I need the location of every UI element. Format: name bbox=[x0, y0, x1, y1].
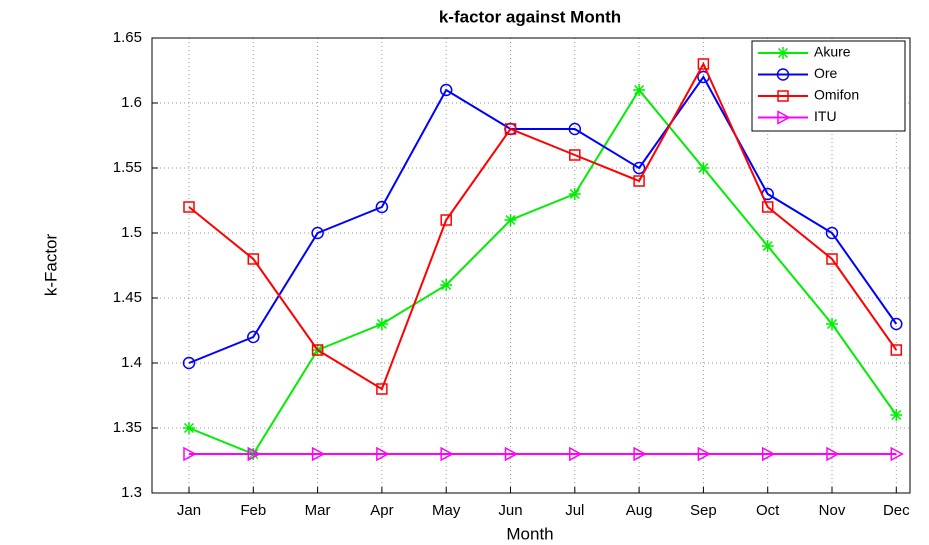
legend-marker bbox=[777, 110, 791, 125]
point bbox=[890, 446, 904, 462]
x-tick-label: Oct bbox=[756, 502, 780, 519]
legend-marker bbox=[777, 90, 789, 102]
point bbox=[182, 356, 196, 370]
legend-label: Omifon bbox=[814, 87, 859, 103]
point bbox=[247, 253, 260, 265]
y-axis-label: k-Factor bbox=[41, 233, 60, 296]
point bbox=[504, 446, 519, 462]
point bbox=[376, 446, 390, 462]
legend-marker bbox=[776, 68, 790, 81]
legend-label: ITU bbox=[814, 108, 837, 124]
point bbox=[890, 317, 903, 331]
point bbox=[439, 83, 453, 97]
point bbox=[183, 446, 197, 462]
x-tick-label: Feb bbox=[240, 502, 266, 519]
point bbox=[375, 200, 389, 214]
x-tick-label: Dec bbox=[883, 502, 910, 519]
x-tick-label: Nov bbox=[819, 502, 846, 519]
point bbox=[697, 58, 710, 70]
point bbox=[761, 446, 776, 462]
point bbox=[697, 446, 711, 462]
point bbox=[568, 188, 581, 200]
legend: Akure Ore Omifon ITU bbox=[751, 40, 906, 132]
y-tick-label: 1.6 bbox=[121, 94, 142, 111]
x-axis-label: Month bbox=[506, 524, 553, 543]
point bbox=[825, 226, 839, 240]
point bbox=[569, 446, 583, 462]
point bbox=[633, 446, 647, 462]
series-line bbox=[188, 88, 898, 456]
point bbox=[633, 175, 645, 187]
point bbox=[376, 383, 388, 395]
x-tick-label: Jun bbox=[498, 502, 522, 519]
point bbox=[826, 253, 838, 265]
point bbox=[632, 161, 646, 175]
point bbox=[375, 318, 388, 330]
point bbox=[440, 279, 453, 291]
x-tick-label: Jul bbox=[565, 502, 584, 519]
point bbox=[761, 240, 774, 252]
point bbox=[311, 226, 324, 240]
plot-frame bbox=[151, 37, 911, 494]
x-tick-label: Aug bbox=[626, 502, 653, 519]
y-tick-label: 1.5 bbox=[121, 224, 142, 241]
point bbox=[633, 84, 646, 96]
chart-title: k-factor against Month bbox=[439, 7, 621, 26]
point bbox=[826, 446, 840, 462]
series-line bbox=[188, 75, 898, 364]
legend-label: Ore bbox=[814, 65, 838, 81]
y-tick-label: 1.45 bbox=[113, 289, 142, 306]
point bbox=[568, 122, 582, 136]
x-tick-label: Apr bbox=[370, 502, 393, 519]
point bbox=[826, 318, 838, 330]
x-tick-label: Jan bbox=[177, 502, 201, 519]
point bbox=[440, 446, 454, 462]
point bbox=[183, 422, 195, 434]
x-tick-label: Mar bbox=[305, 502, 331, 519]
point bbox=[183, 201, 195, 213]
point bbox=[247, 446, 261, 462]
point bbox=[761, 201, 774, 213]
y-tick-label: 1.35 bbox=[113, 419, 142, 436]
point bbox=[504, 214, 517, 226]
legend-marker bbox=[777, 47, 789, 59]
x-tick-label: May bbox=[432, 502, 461, 519]
point bbox=[697, 162, 710, 174]
y-tick-label: 1.55 bbox=[113, 159, 142, 176]
point bbox=[247, 330, 260, 344]
point bbox=[504, 123, 517, 135]
point bbox=[569, 149, 581, 161]
y-tick-label: 1.65 bbox=[113, 29, 142, 46]
legend-label: Akure bbox=[814, 44, 851, 60]
x-tick-label: Sep bbox=[690, 502, 717, 519]
point bbox=[440, 214, 452, 226]
point bbox=[311, 446, 326, 462]
series-line bbox=[188, 61, 898, 391]
point bbox=[311, 344, 324, 356]
point bbox=[890, 409, 903, 421]
point bbox=[890, 344, 903, 356]
y-tick-label: 1.4 bbox=[121, 354, 142, 371]
y-tick-label: 1.3 bbox=[121, 484, 142, 501]
